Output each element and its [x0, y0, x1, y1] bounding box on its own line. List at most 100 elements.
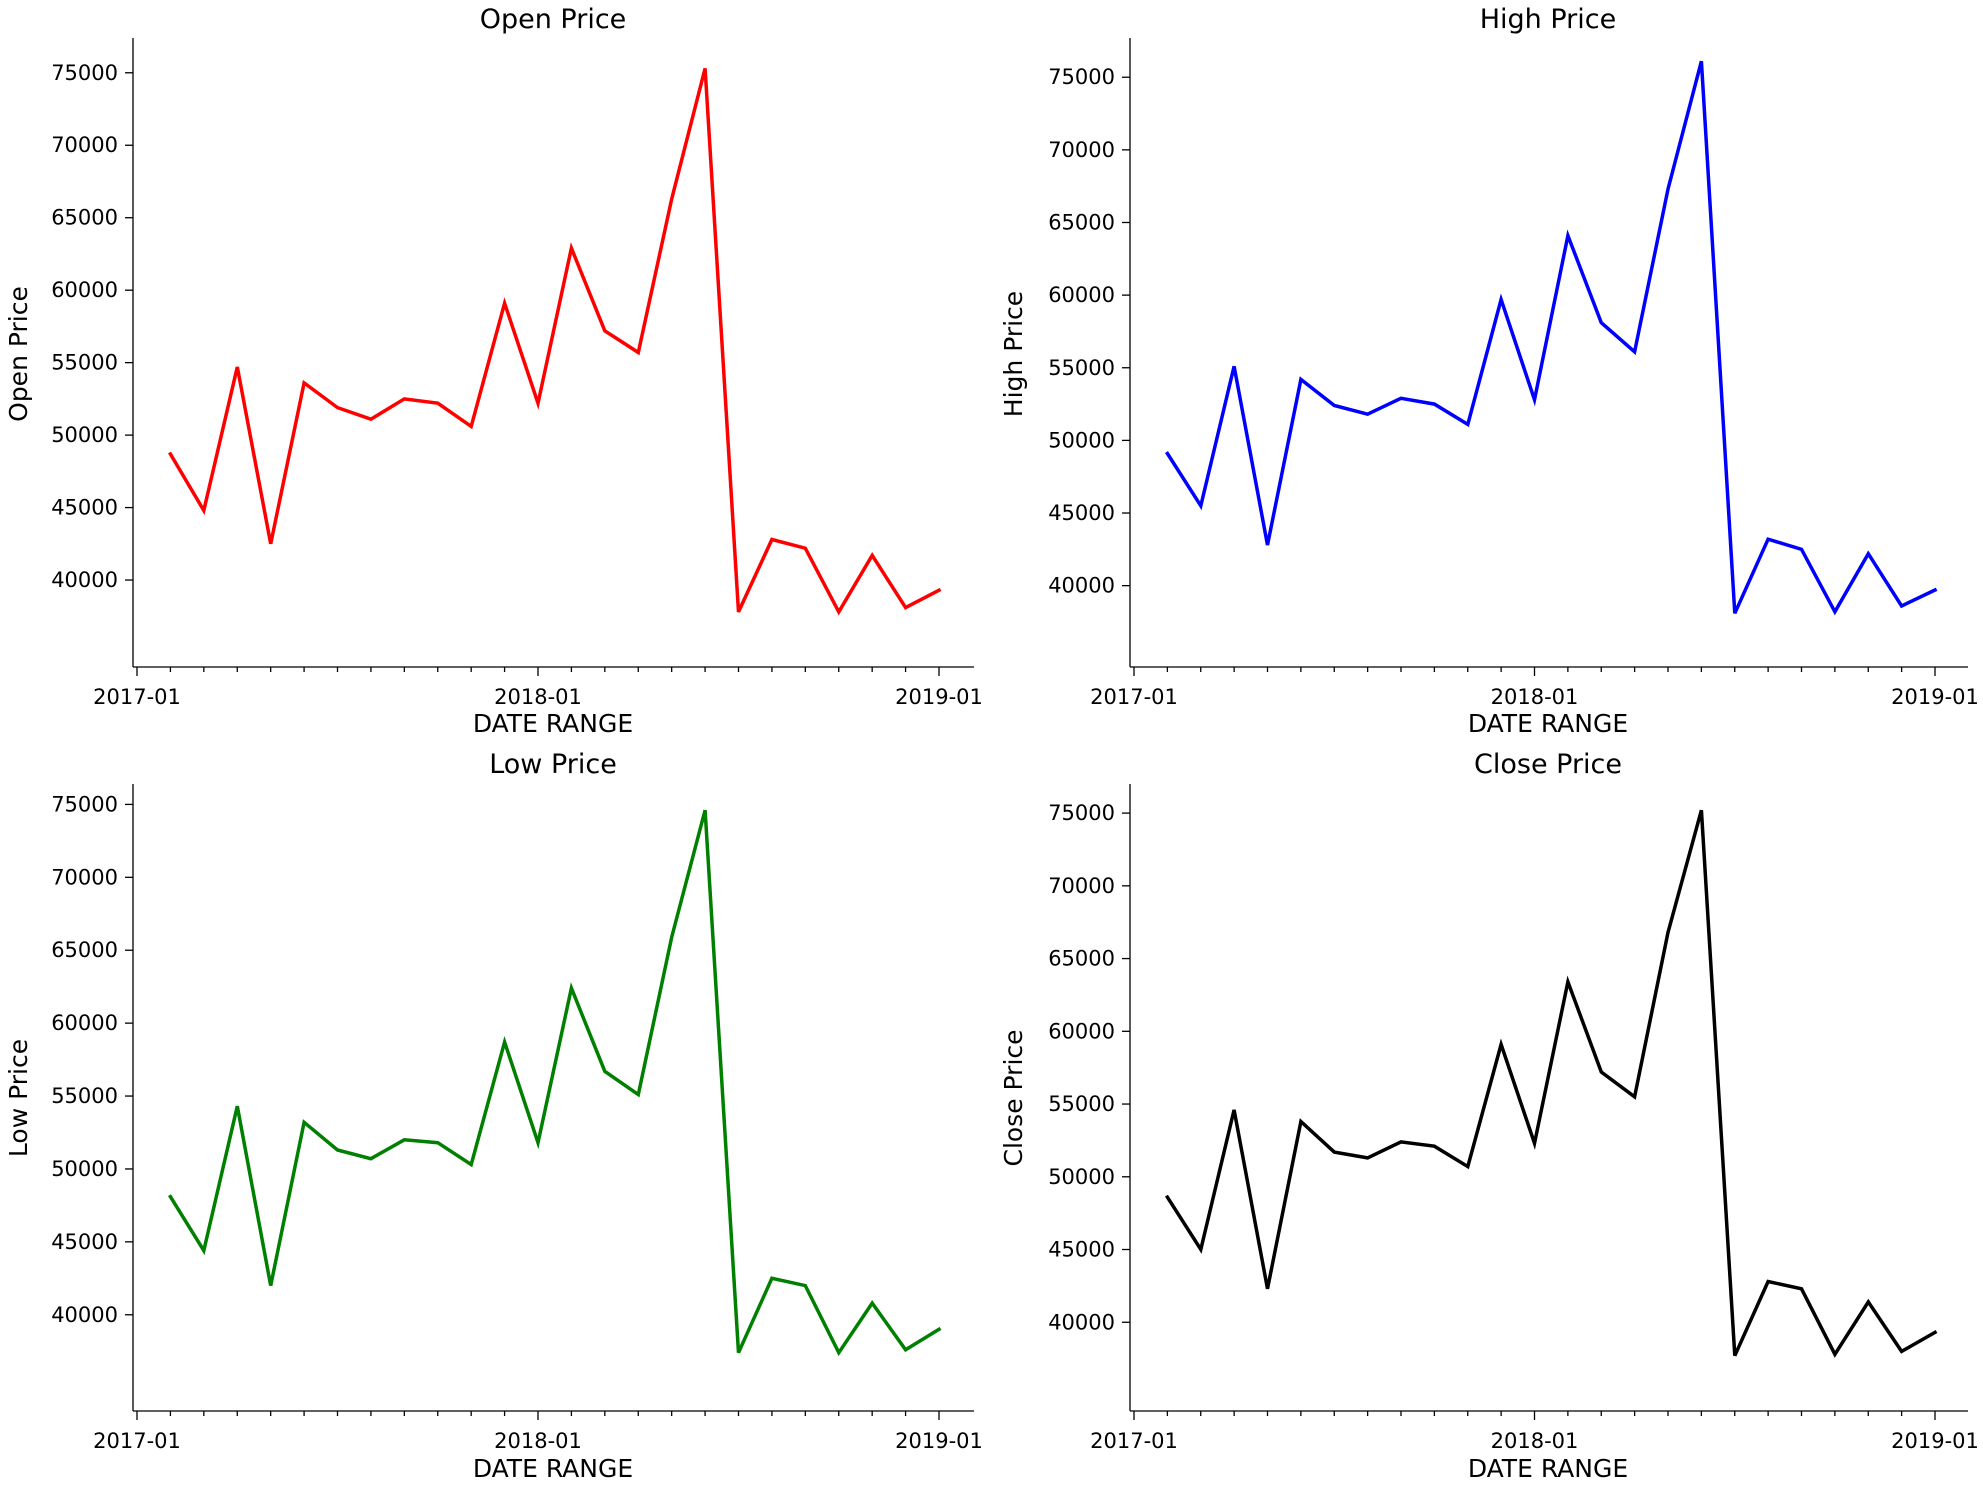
y-tick-label: 40000: [1048, 574, 1115, 598]
plot-area: 40000 45000 50000 55000 60000 65000 70000 75000…: [51, 38, 983, 709]
data-point: [302, 1120, 306, 1124]
data-point: [737, 1351, 741, 1355]
y-tick-label: 45000: [1048, 1238, 1115, 1262]
y-tick-label: 50000: [51, 1157, 118, 1181]
y-tick-label: 70000: [1048, 138, 1115, 162]
x-tick-label: 2019-01: [1891, 685, 1979, 709]
data-point: [503, 1040, 507, 1044]
data-point: [1566, 980, 1570, 984]
data-point: [1432, 1144, 1436, 1148]
y-axis-label: Open Price: [4, 286, 33, 422]
data-point: [1199, 1248, 1203, 1252]
data-point: [703, 808, 707, 812]
x-tick-label: 2017-01: [1090, 1429, 1178, 1453]
data-point: [1866, 1300, 1870, 1304]
y-tick-label: 75000: [1048, 801, 1115, 825]
y-tick-label: 60000: [1048, 1019, 1115, 1043]
series-line: [167, 809, 942, 1357]
data-point: [269, 1284, 273, 1288]
data-point: [870, 1301, 874, 1305]
data-point: [937, 588, 941, 592]
y-tick-label: 65000: [51, 938, 118, 962]
x-tick-label: 2019-01: [1891, 1429, 1979, 1453]
data-point: [1733, 1354, 1737, 1358]
data-point: [1933, 1330, 1937, 1334]
x-tick-label: 2019-01: [895, 1429, 983, 1453]
data-point: [202, 508, 206, 512]
data-point: [1466, 422, 1470, 426]
data-point: [168, 1195, 172, 1199]
data-point: [1232, 364, 1236, 368]
y-tick-label: 55000: [1048, 356, 1115, 380]
data-point: [1599, 321, 1603, 325]
data-point: [1399, 1140, 1403, 1144]
data-point: [369, 1157, 373, 1161]
x-tick-label: 2017-01: [93, 1429, 181, 1453]
data-point: [302, 381, 306, 385]
x-tick-label: 2017-01: [93, 685, 181, 709]
y-tick-label: 65000: [1048, 947, 1115, 971]
y-tick-label: 50000: [51, 423, 118, 447]
data-point: [1299, 1120, 1303, 1124]
data-point: [202, 1249, 206, 1253]
data-point: [1699, 808, 1703, 812]
data-point: [436, 401, 440, 405]
data-point: [1766, 537, 1770, 541]
series-line: [168, 67, 942, 616]
y-tick-label: 50000: [1048, 428, 1115, 452]
data-point: [1766, 1280, 1770, 1284]
data-point: [402, 397, 406, 401]
data-point: [803, 546, 807, 550]
data-point: [1366, 1156, 1370, 1160]
data-point: [870, 553, 874, 557]
y-tick-label: 45000: [51, 1230, 118, 1254]
data-point: [536, 401, 540, 405]
data-point: [1199, 504, 1203, 508]
high-price-panel: High Price High Price DATE RANGE 40000 45…: [999, 4, 1979, 738]
x-tick-label: 2018-01: [1491, 685, 1579, 709]
x-tick-label: 2018-01: [494, 685, 582, 709]
data-point: [1833, 610, 1837, 614]
y-tick-label: 70000: [1048, 874, 1115, 898]
series-line: [1164, 809, 1938, 1358]
data-point: [1633, 1095, 1637, 1099]
data-point: [770, 1276, 774, 1280]
data-point: [235, 365, 239, 369]
y-tick-label: 75000: [51, 792, 118, 816]
data-point: [803, 1284, 807, 1288]
data-point: [837, 610, 841, 614]
panel-title: Open Price: [480, 4, 627, 35]
data-point: [569, 986, 573, 990]
data-point: [269, 542, 273, 546]
data-point: [436, 1141, 440, 1145]
data-point: [402, 1138, 406, 1142]
data-point: [1666, 930, 1670, 934]
data-point: [235, 1104, 239, 1108]
data-point: [904, 606, 908, 610]
data-point: [503, 301, 507, 305]
y-axis-label: High Price: [999, 291, 1028, 417]
close-price-panel: Close Price Close Price DATE RANGE 40000…: [999, 749, 1979, 1483]
y-tick-label: 55000: [51, 1084, 118, 1108]
data-point: [1165, 451, 1169, 455]
data-point: [636, 351, 640, 355]
y-tick-label: 45000: [51, 496, 118, 520]
panel-title: Close Price: [1474, 749, 1622, 780]
plot-area: 40000 45000 50000 55000 60000 65000 70000 75000…: [51, 784, 983, 1453]
y-tick-label: 60000: [51, 278, 118, 302]
data-point: [1900, 1349, 1904, 1353]
data-point: [1599, 1070, 1603, 1074]
y-tick-label: 40000: [51, 1303, 118, 1327]
y-tick-label: 50000: [1048, 1165, 1115, 1189]
data-point: [536, 1141, 540, 1145]
data-point: [1633, 350, 1637, 354]
y-tick-label: 60000: [51, 1011, 118, 1035]
panel-title: High Price: [1480, 4, 1617, 35]
data-point: [1800, 547, 1804, 551]
y-tick-label: 75000: [1048, 65, 1115, 89]
panel-title: Low Price: [489, 749, 617, 780]
x-tick-label: 2017-01: [1090, 685, 1178, 709]
y-tick-label: 40000: [1048, 1310, 1115, 1334]
data-point: [1165, 1195, 1169, 1199]
